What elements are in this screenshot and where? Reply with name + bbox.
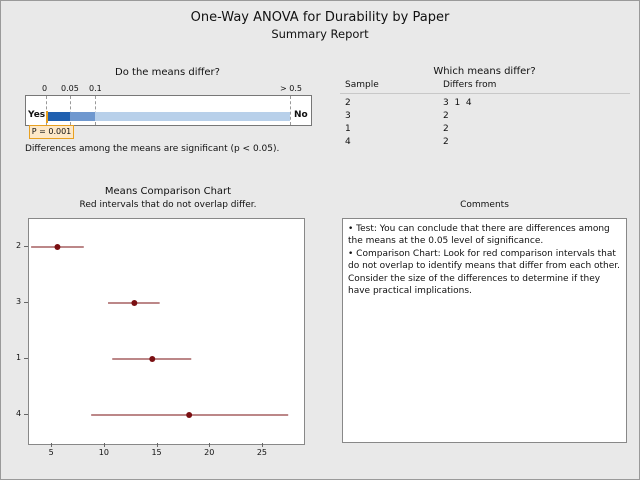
pbar-tick-005: 0.05 <box>61 84 79 93</box>
report-title: One-Way ANOVA for Durability by Paper <box>190 10 450 25</box>
comments-title: Comments <box>460 200 509 210</box>
no-label: No <box>294 110 308 120</box>
row-differs: 2 <box>443 124 449 134</box>
report-subtitle: Summary Report <box>271 27 369 41</box>
pbar-gridline-0 <box>46 96 47 125</box>
y-tick-mark <box>24 358 28 359</box>
y-tick-label-2: 2 <box>16 241 22 250</box>
pbar-significant-zone <box>46 112 70 121</box>
pbar-tick-01: 0.1 <box>89 84 102 93</box>
p-value-marker <box>46 111 48 123</box>
table-divider <box>340 93 630 94</box>
comment-chart: • Comparison Chart: Look for red compari… <box>348 248 621 297</box>
y-tick-label-3: 3 <box>16 297 22 306</box>
x-tick-mark <box>103 443 105 447</box>
pbar-not-significant-zone <box>95 112 290 121</box>
x-tick-label-20: 20 <box>204 448 215 457</box>
y-tick-label-4: 4 <box>16 409 22 418</box>
x-tick-mark <box>156 443 158 447</box>
pbar-gridline-05 <box>290 96 291 125</box>
x-tick-label-15: 15 <box>151 448 162 457</box>
p-value-label: P = 0.001 <box>29 125 74 139</box>
row-differs: 3 1 4 <box>443 98 472 108</box>
pbar-borderline-zone <box>70 112 95 121</box>
row-differs: 2 <box>443 111 449 121</box>
row-differs: 2 <box>443 137 449 147</box>
row-sample: 4 <box>345 137 351 147</box>
means-chart-subtitle: Red intervals that do not overlap differ… <box>79 200 257 210</box>
comment-test: • Test: You can conclude that there are … <box>348 224 610 247</box>
y-tick-mark <box>24 414 28 415</box>
p-value-bar: Yes No <box>25 95 312 126</box>
pbar-tick-0: 0 <box>42 84 48 93</box>
differs-col-header: Differs from <box>443 80 497 90</box>
x-tick-label-25: 25 <box>256 448 267 457</box>
means-chart-plot <box>31 244 289 418</box>
comments-panel: • Test: You can conclude that there are … <box>342 218 627 443</box>
mean-point-4 <box>186 412 193 418</box>
row-sample: 1 <box>345 124 351 134</box>
row-sample: 2 <box>345 98 351 108</box>
x-tick-label-10: 10 <box>98 448 109 457</box>
means-chart-title: Means Comparison Chart <box>104 186 232 197</box>
y-tick-label-1: 1 <box>16 353 22 362</box>
x-tick-mark <box>51 443 53 447</box>
x-tick-label-5: 5 <box>48 448 54 457</box>
sample-col-header: Sample <box>345 80 379 90</box>
y-tick-mark <box>24 246 28 247</box>
pbar-tick-05: > 0.5 <box>280 84 302 93</box>
pbar-gridline-01 <box>95 96 96 125</box>
means-comparison-chart <box>28 218 305 445</box>
y-tick-mark <box>24 302 28 303</box>
which-differ-title: Which means differ? <box>433 66 536 77</box>
row-sample: 3 <box>345 111 351 121</box>
significance-conclusion: Differences among the means are signific… <box>25 144 280 154</box>
x-tick-mark <box>209 443 211 447</box>
means-differ-title: Do the means differ? <box>115 67 220 78</box>
x-tick-mark <box>261 443 263 447</box>
pbar-gridline-005 <box>70 96 71 125</box>
mean-point-3 <box>131 300 138 306</box>
yes-label: Yes <box>28 110 46 120</box>
mean-point-1 <box>149 356 156 362</box>
mean-point-2 <box>54 244 61 250</box>
